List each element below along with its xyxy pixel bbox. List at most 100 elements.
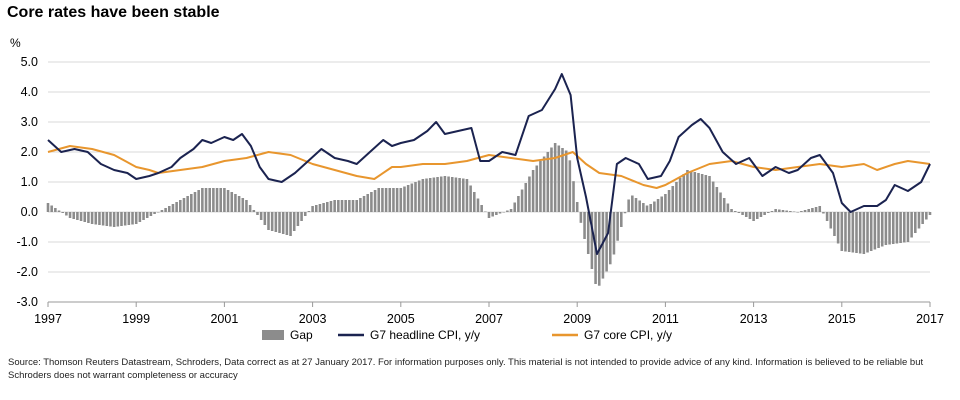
gap-bar — [778, 209, 781, 212]
y-tick-label: 3.0 — [21, 115, 38, 129]
y-axis-unit: % — [10, 36, 21, 50]
gap-bar — [179, 200, 182, 212]
gap-bar — [248, 205, 252, 212]
gap-bar — [234, 194, 237, 212]
y-tick-label: 1.0 — [21, 175, 38, 189]
gap-bar — [693, 172, 697, 212]
y-tick-label: -1.0 — [16, 235, 38, 249]
gap-bar — [803, 210, 807, 212]
gap-bar — [686, 170, 689, 212]
gap-bar — [164, 208, 167, 212]
gap-bar — [774, 209, 777, 212]
y-tick-label: -2.0 — [16, 265, 38, 279]
gap-bar — [399, 188, 403, 212]
gap-bar — [278, 212, 281, 233]
gap-bar — [829, 212, 833, 229]
gap-bar — [763, 212, 766, 215]
gap-bar — [366, 194, 370, 212]
gap-bar — [561, 148, 564, 212]
gap-bar — [333, 200, 336, 212]
headline-cpi-line — [47, 73, 931, 255]
x-tick-label: 2001 — [210, 312, 238, 326]
gap-bar — [322, 203, 325, 212]
gap-bar — [847, 212, 851, 252]
gap-bar — [223, 188, 226, 212]
gap-bar — [123, 212, 127, 226]
gap-bar — [579, 212, 583, 223]
gap-bar — [311, 206, 314, 212]
gap-bar — [57, 210, 61, 212]
gap-bar — [98, 212, 101, 225]
gap-bar — [744, 212, 748, 217]
gap-bar — [789, 211, 792, 212]
gap-bar — [359, 198, 362, 212]
gap-bar — [145, 212, 149, 218]
gap-bar — [469, 185, 472, 212]
gap-bar — [888, 212, 891, 245]
gap-bar — [590, 212, 594, 269]
gap-bar — [337, 200, 340, 212]
gap-bar — [50, 205, 53, 212]
gap-bar — [877, 212, 880, 248]
gap-bar — [406, 185, 410, 212]
gap-bar — [348, 200, 351, 212]
gap-bar — [61, 212, 64, 213]
gap-bar — [484, 211, 487, 212]
gap-bar — [642, 203, 645, 212]
gap-bar — [432, 177, 436, 212]
gap-bar — [880, 212, 884, 247]
gap-bar — [557, 145, 561, 212]
gap-bar — [153, 212, 156, 214]
gap-bar — [700, 174, 704, 212]
gap-bar — [884, 212, 888, 245]
gap-bar — [79, 212, 83, 221]
x-tick-label: 2007 — [475, 312, 503, 326]
gap-bar — [498, 212, 502, 214]
gap-bar — [612, 212, 616, 255]
gap-bar — [855, 212, 858, 253]
gap-bar — [68, 212, 72, 218]
gap-bar — [656, 199, 660, 212]
gap-bar — [329, 201, 333, 212]
gap-bar — [891, 212, 895, 244]
gap-bar — [910, 212, 913, 238]
gap-bar — [215, 188, 219, 212]
legend-core-label: G7 core CPI, y/y — [584, 328, 672, 342]
gap-bar — [83, 212, 87, 222]
gap-bar — [722, 198, 726, 212]
gap-bar — [381, 188, 384, 212]
gap-bar — [675, 182, 678, 212]
gap-bar — [447, 176, 450, 212]
gap-bar — [678, 178, 682, 212]
gap-bar — [645, 205, 649, 212]
gap-bar — [292, 212, 296, 231]
y-tick-label: -3.0 — [16, 295, 38, 309]
gap-bar — [76, 212, 79, 220]
gap-bar — [105, 212, 109, 226]
gap-bar — [197, 190, 200, 212]
gap-bar — [90, 212, 94, 224]
gap-bar — [542, 156, 546, 212]
gap-bar — [410, 183, 414, 212]
gap-bar — [671, 186, 675, 212]
gap-bar — [175, 202, 178, 212]
gap-bar — [131, 212, 134, 225]
source-note: Source: Thomson Reuters Datastream, Schr… — [8, 357, 924, 381]
gap-bar — [101, 212, 105, 226]
gap-bar — [520, 189, 524, 212]
gap-bar — [715, 187, 719, 212]
gap-bar — [351, 200, 355, 212]
gap-bar — [689, 171, 693, 212]
gap-bar — [704, 175, 708, 212]
gap-bar — [664, 194, 667, 212]
gap-bar — [623, 212, 627, 214]
x-tick-label: 1997 — [34, 312, 62, 326]
gap-bar — [120, 212, 123, 226]
gap-bar — [314, 205, 318, 212]
gap-bar — [818, 206, 822, 212]
gap-bar — [517, 196, 520, 212]
gap-bar — [539, 161, 542, 212]
gap-bar — [814, 207, 818, 212]
gap-bar — [303, 212, 307, 216]
gap-bar — [127, 212, 131, 225]
